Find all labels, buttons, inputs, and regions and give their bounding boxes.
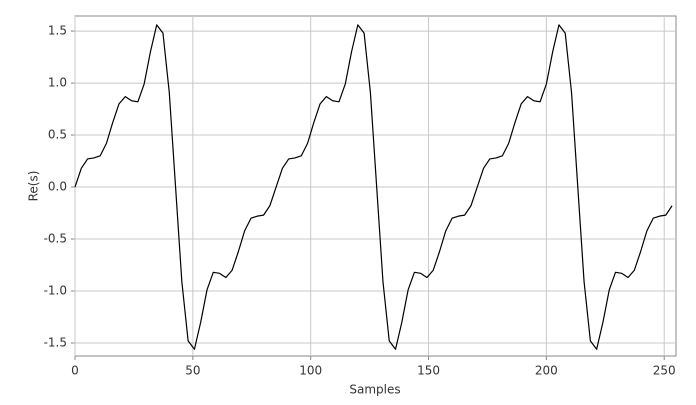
y-tick-label: 0.0	[48, 180, 67, 194]
y-tick-label: -1.5	[44, 336, 67, 350]
y-axis-title: Re(s)	[27, 171, 41, 202]
x-tick-label: 50	[185, 364, 200, 378]
x-tick-label: 250	[653, 364, 676, 378]
x-axis-title: Samples	[349, 383, 400, 397]
y-tick-label: 1.0	[48, 76, 67, 90]
line-series	[74, 24, 673, 350]
x-tick-label: 150	[417, 364, 440, 378]
x-tick-label: 100	[299, 364, 322, 378]
y-tick-label: 1.5	[48, 24, 67, 38]
x-tick-label: 200	[535, 364, 558, 378]
plot-area	[74, 15, 677, 357]
x-tick-label: 0	[71, 364, 79, 378]
y-tick-label: -0.5	[44, 232, 67, 246]
y-tick-label: 0.5	[48, 128, 67, 142]
y-tick-label: -1.0	[44, 284, 67, 298]
